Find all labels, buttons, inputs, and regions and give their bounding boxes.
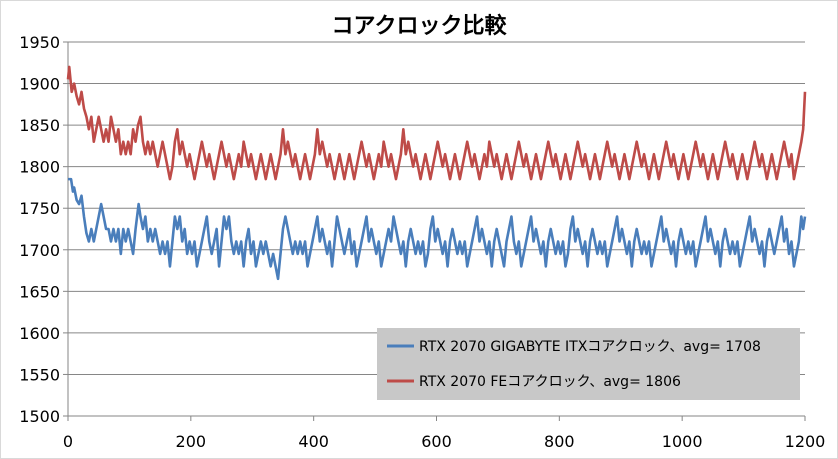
legend-box xyxy=(377,328,800,400)
y-tick-label: 1950 xyxy=(19,33,60,52)
chart-title: コアクロック比較 xyxy=(331,14,507,39)
y-tick-label: 1500 xyxy=(19,407,60,426)
axis-layer: 1500 1550 1600 1650 1700 1750 1800 1850 1900 1950… xyxy=(19,33,825,451)
y-tick-label: 1800 xyxy=(19,158,60,177)
series-layer xyxy=(66,65,807,281)
x-tick-label: 600 xyxy=(421,432,452,451)
x-tick-label: 0 xyxy=(63,432,73,451)
y-tick-label: 1600 xyxy=(19,324,60,343)
legend-label-2: RTX 2070 FEコアクロック、avg= 1806 xyxy=(419,374,681,390)
y-tick-label: 1850 xyxy=(19,116,60,135)
x-tick-label: 200 xyxy=(176,432,207,451)
y-tick-label: 1650 xyxy=(19,282,60,301)
x-tick-label: 1000 xyxy=(662,432,703,451)
series-line-2 xyxy=(66,65,807,181)
y-tick-label: 1700 xyxy=(19,241,60,260)
y-tick-label: 1900 xyxy=(19,75,60,94)
legend-label-1: RTX 2070 GIGABYTE ITXコアクロック、avg= 1708 xyxy=(419,339,761,355)
y-tick-label: 1750 xyxy=(19,199,60,218)
x-tick-label: 400 xyxy=(298,432,329,451)
series-line-1 xyxy=(68,177,807,281)
legend-layer: RTX 2070 GIGABYTE ITXコアクロック、avg= 1708 RT… xyxy=(377,328,800,400)
y-tick-label: 1550 xyxy=(19,365,60,384)
grid-layer xyxy=(68,41,805,375)
x-tick-label: 1200 xyxy=(785,432,826,451)
x-tick-label: 800 xyxy=(544,432,575,451)
